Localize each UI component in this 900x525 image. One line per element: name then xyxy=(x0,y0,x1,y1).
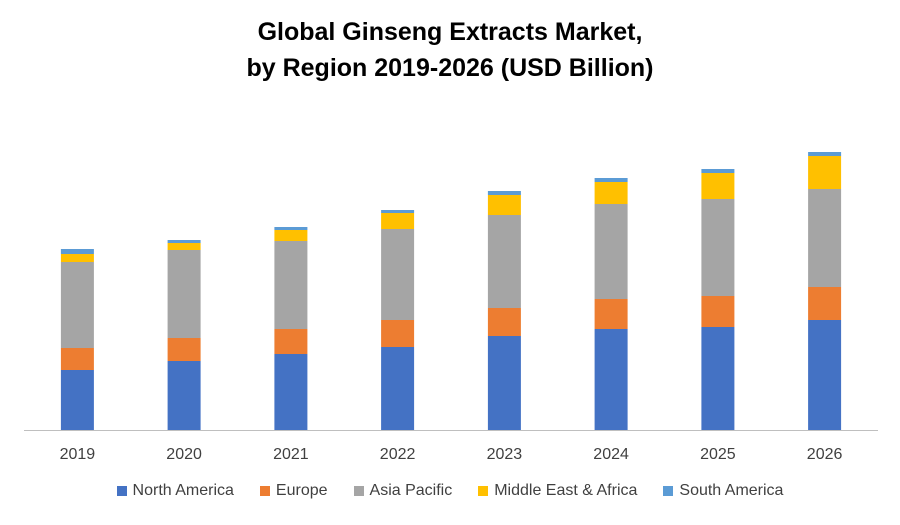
x-tick-label-2021: 2021 xyxy=(273,446,309,463)
legend-label-south-america: South America xyxy=(679,482,784,499)
bar-segment-south-america-2023 xyxy=(487,191,521,195)
bar-segment-middle-east-africa-2026 xyxy=(808,156,842,189)
x-tick-label-2025: 2025 xyxy=(700,446,736,463)
bar-segment-south-america-2020 xyxy=(167,240,201,243)
bar-segment-south-america-2025 xyxy=(701,169,735,173)
bar-segment-north-america-2022 xyxy=(381,347,415,430)
legend-label-asia-pacific: Asia Pacific xyxy=(369,482,453,499)
legend-swatch-europe xyxy=(259,486,270,496)
bar-segment-south-america-2026 xyxy=(808,152,842,156)
bar-segment-north-america-2021 xyxy=(274,354,308,430)
chart-title-line-2: by Region 2019-2026 (USD Billion) xyxy=(246,54,654,82)
chart-title: Global Ginseng Extracts Market, by Regio… xyxy=(0,14,900,86)
bar-segment-europe-2026 xyxy=(808,287,842,320)
legend-item-middle-east-africa: Middle East & Africa xyxy=(478,482,637,500)
bar-segment-asia-pacific-2026 xyxy=(808,189,842,287)
bar-segment-north-america-2026 xyxy=(808,320,842,430)
x-tick-label-2026: 2026 xyxy=(807,446,843,463)
bar-segment-europe-2023 xyxy=(487,308,521,336)
bar-segment-south-america-2021 xyxy=(274,227,308,230)
bar-segment-north-america-2024 xyxy=(594,329,628,430)
bar-segment-asia-pacific-2020 xyxy=(167,250,201,338)
bar-segment-middle-east-africa-2024 xyxy=(594,182,628,204)
legend-swatch-asia-pacific xyxy=(353,486,364,496)
bar-segment-north-america-2020 xyxy=(167,361,201,430)
x-tick-label-2024: 2024 xyxy=(593,446,629,463)
x-tick-label-2022: 2022 xyxy=(380,446,416,463)
bar-segment-asia-pacific-2022 xyxy=(381,229,415,320)
legend-swatch-middle-east-africa xyxy=(478,486,489,496)
bar-segment-middle-east-africa-2021 xyxy=(274,230,308,241)
bar-segment-middle-east-africa-2019 xyxy=(60,254,94,262)
legend-swatch-north-america xyxy=(116,486,127,496)
bar-segment-europe-2019 xyxy=(60,348,94,370)
bar-segment-asia-pacific-2019 xyxy=(60,262,94,348)
legend-item-north-america: North America xyxy=(116,482,234,500)
bar-segment-asia-pacific-2021 xyxy=(274,241,308,329)
legend-item-europe: Europe xyxy=(259,482,328,500)
bar-segment-south-america-2024 xyxy=(594,178,628,182)
legend-item-south-america: South America xyxy=(663,482,783,500)
bar-segment-europe-2022 xyxy=(381,320,415,347)
chart-legend: North America Europe Asia Pacific Middle… xyxy=(0,482,900,500)
bar-segment-south-america-2022 xyxy=(381,210,415,213)
bar-segment-south-america-2019 xyxy=(60,249,94,254)
legend-label-europe: Europe xyxy=(275,482,328,499)
bar-segment-asia-pacific-2025 xyxy=(701,199,735,296)
legend-swatch-south-america xyxy=(663,486,674,496)
bar-segment-asia-pacific-2023 xyxy=(487,215,521,308)
x-tick-label-2020: 2020 xyxy=(166,446,202,463)
x-tick-label-2023: 2023 xyxy=(487,446,523,463)
x-tick-label-2019: 2019 xyxy=(60,446,96,463)
bar-segment-europe-2021 xyxy=(274,329,308,354)
bar-segment-north-america-2025 xyxy=(701,327,735,430)
bar-segment-asia-pacific-2024 xyxy=(594,204,628,299)
bar-segment-europe-2020 xyxy=(167,338,201,361)
bar-segment-north-america-2019 xyxy=(60,370,94,430)
legend-label-middle-east-africa: Middle East & Africa xyxy=(494,482,638,499)
bar-segment-middle-east-africa-2022 xyxy=(381,213,415,229)
legend-item-asia-pacific: Asia Pacific xyxy=(353,482,453,500)
legend-label-north-america: North America xyxy=(132,482,234,499)
bar-segment-north-america-2023 xyxy=(487,336,521,430)
bar-segment-middle-east-africa-2025 xyxy=(701,173,735,199)
bar-segment-europe-2025 xyxy=(701,296,735,327)
bar-segment-europe-2024 xyxy=(594,299,628,329)
bar-segment-middle-east-africa-2020 xyxy=(167,243,201,250)
chart-title-line-1: Global Ginseng Extracts Market, xyxy=(257,18,643,46)
bar-segment-middle-east-africa-2023 xyxy=(487,195,521,215)
